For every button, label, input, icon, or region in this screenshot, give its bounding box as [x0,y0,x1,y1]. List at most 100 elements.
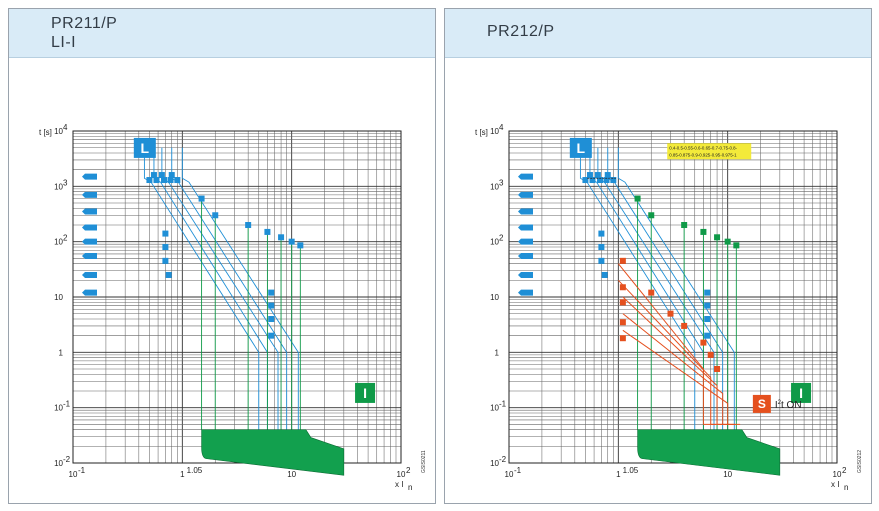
panel-title: PR211/P [51,15,118,32]
s-function-tag-box [752,394,771,413]
l-curve-marker [168,172,175,179]
x-tick-label: 10 [397,470,406,479]
panel-header: PR211/P LI-I [9,9,435,58]
l-function-tag: L [141,140,150,156]
l-setting-note-line: 0.4-0.5-0.55-0.6-0.65-0.7-0.75-0.8- [669,145,737,150]
l-curve-marker [597,177,604,184]
y-tick-label: 10 [490,293,499,302]
l-function-tag-box [133,137,156,158]
time-setting-marker [518,271,533,278]
y-tick-label: 10 [54,404,63,413]
time-setting-marker [518,173,533,180]
s-function-tag: S [758,397,766,411]
panel-header: PR212/P [445,9,871,58]
l-curve-marker [582,177,589,184]
s-curves [617,257,741,425]
s-curve-line [617,263,716,425]
x-tick-label: 10 [505,470,514,479]
i-thresholds [198,195,304,430]
l-curve-marker [598,230,605,237]
l-curve-marker [704,316,711,323]
i-threshold-marker [198,195,205,202]
time-setting-marker [518,238,533,245]
time-setting-marker [518,208,533,215]
x-tick-exp: 2 [842,466,847,475]
l-curve-marker [153,177,160,184]
x-axis-label: x I [831,480,839,489]
x-tick-exp: 2 [406,466,411,475]
time-setting-marker [518,253,533,260]
l-curve-marker [610,177,617,184]
s-curve-marker [667,310,674,317]
s-curve-marker [700,339,707,346]
time-setting-marker [82,191,97,198]
s-curve-marker [619,335,626,342]
l-curve-marker [161,177,168,184]
y-tick-exp: -1 [499,400,507,409]
l-curve-marker [162,244,169,251]
y-tick-label: 10 [490,459,499,468]
y-tick-label: 10 [54,182,63,191]
i-trip-band [201,429,345,476]
y-tick-label: 10 [490,127,499,136]
i-threshold-marker [634,195,641,202]
y-tick-label: 10 [490,182,499,191]
y-tick-label: 10 [490,404,499,413]
grid [508,130,838,464]
panel-pr212: PR212/P 10 4 10 3 10 2 10 1 10 -1 10 -2 10 -1 1 10 10 2 1.… [444,8,872,504]
s-curve-marker [619,299,626,306]
l-curve-marker [146,177,153,184]
l-curve-marker [589,177,596,184]
x-axis-label: x I [395,480,403,489]
i-threshold-marker [245,222,252,229]
x-annotation-1-05: 1.05 [187,466,203,475]
s-curve-marker [619,257,626,264]
l-curve-marker [598,257,605,264]
l-setting-note-box [667,143,752,160]
panel-pr211: PR211/P LI-I 10 4 10 3 10 2 10 1 10 -1 10 -2 10 -1 1 10… [8,8,436,504]
l-curve-marker [162,257,169,264]
time-setting-marker [518,191,533,198]
l-curve-line [617,147,735,447]
l-setting-note-line: 0.85-0.875-0.9-0.925-0.95-0.975-1 [669,152,737,157]
time-setting-marker [82,238,97,245]
i-threshold-marker [714,234,721,241]
y-tick-label: 10 [54,293,63,302]
i-threshold-marker [700,228,707,235]
time-setting-markers [82,173,97,296]
l-curve-marker [704,332,711,339]
time-setting-marker [518,224,533,231]
y-tick-label: 10 [490,238,499,247]
time-setting-marker [82,253,97,260]
x-tick-label: 10 [833,470,842,479]
i-threshold-marker [264,228,271,235]
l-curve-marker [167,177,174,184]
x-tick-exp: -1 [78,466,86,475]
time-setting-marker [82,224,97,231]
y-tick-exp: -2 [499,455,507,464]
y-tick-label: 1 [495,348,500,357]
l-curve-markers [582,172,711,339]
l-function-tag-box [569,137,592,158]
l-curve-marker [150,172,157,179]
s-label-sup: 2 [778,400,782,406]
i-function-tag: I [363,385,367,401]
figure-code: GSIS0212 [857,450,863,473]
s-curve-line [622,329,741,425]
y-tick-exp: -2 [63,455,71,464]
plot-frame [508,130,838,464]
l-curve-marker [268,332,275,339]
i-threshold-marker [288,238,295,245]
time-setting-markers [518,173,533,296]
l-curve-marker [268,289,275,296]
s-label-main: I [775,400,778,411]
i-threshold-marker [733,242,740,249]
y-tick-exp: 2 [499,234,504,243]
panel-title: PR212/P [487,23,555,40]
i-function-tag-box [355,382,376,403]
l-curve-marker [586,172,593,179]
x-axis-label-sub: n [408,483,412,492]
l-curve-line [181,147,299,447]
